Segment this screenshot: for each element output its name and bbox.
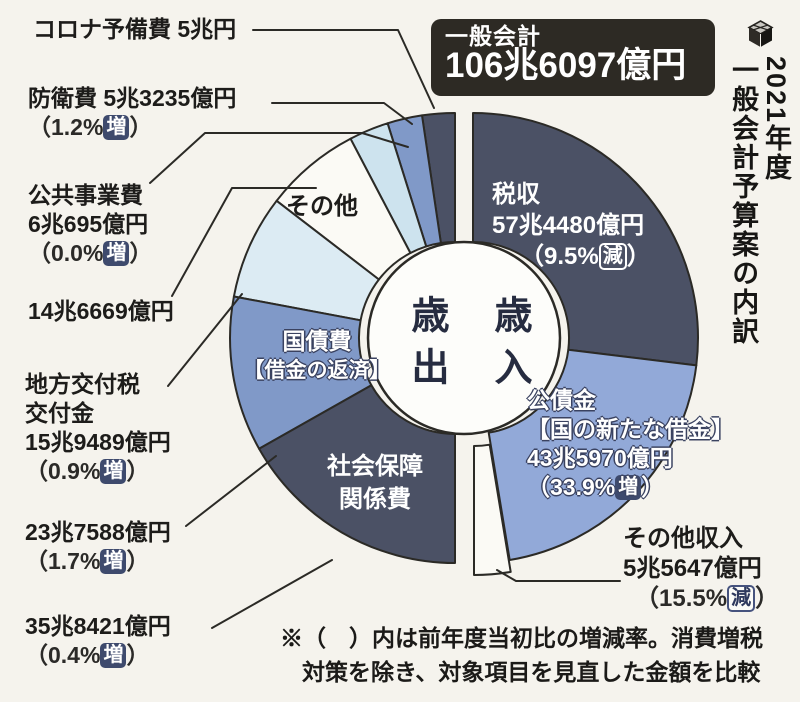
debt-service-change: （1.7% 増） [25, 548, 150, 574]
callout-local-tax: 地方交付税交付金 15兆9489億円 （0.9% 増） [25, 370, 171, 486]
callout-others-out-value: 14兆6669億円 [28, 298, 174, 324]
public-works-value: 6兆695億円 [28, 211, 149, 237]
donut-center-circle [366, 240, 562, 436]
corona-value: 5兆円 [177, 16, 237, 42]
total-budget-value: 106兆6097億円 [445, 46, 687, 86]
total-budget-label: 一般会計 [445, 23, 541, 49]
pie-sector-国債費 [229, 295, 373, 450]
leader-local-tax [167, 293, 243, 387]
tax-revenue-change: （9.5% 減） [520, 243, 651, 270]
center-label-revenue: 歳入 [488, 295, 530, 399]
increase-badge: 増 [103, 115, 130, 140]
callout-defense: 防衛費 5兆3235億円 （1.2% 増） [28, 84, 236, 142]
leader-lines [149, 29, 621, 629]
decrease-badge: 減 [598, 243, 627, 270]
leader-social-security [211, 559, 333, 629]
center-label-expenditure: 歳出 [405, 295, 447, 399]
pie-sectors [229, 111, 699, 576]
corona-label: コロナ予備費 [33, 16, 171, 42]
slice-label-social-security: 社会保障関係費 [327, 453, 423, 513]
increase-badge: 増 [100, 459, 127, 484]
callout-public-works: 公共事業費 6兆695億円 （0.0% 増） [28, 181, 152, 268]
defense-value: 5兆3235億円 [103, 85, 237, 111]
pie-sector-税収 [472, 112, 699, 367]
defense-label: 防衛費 [28, 85, 97, 111]
pie-sector-その他 [275, 137, 412, 281]
defense-change: （1.2% 増） [28, 114, 153, 140]
cube-icon [747, 20, 774, 53]
pie-sector-社会保障関係費 [258, 384, 456, 564]
increase-badge: 増 [103, 241, 130, 266]
leader-debt-service [185, 455, 277, 527]
leader-corona [252, 29, 435, 109]
slice-label-others-out: その他 [286, 193, 358, 220]
callout-corona: コロナ予備費 5兆円 [33, 15, 236, 44]
callout-social-security-value: 35兆8421億円 （0.4% 増） [25, 613, 171, 668]
leader-other-revenue [496, 569, 621, 582]
pie-sector-地方交付税交付金 [232, 199, 380, 322]
social-security-change: （0.4% 増） [25, 642, 150, 668]
footnote: ※（ ）内は前年度当初比の増減率。消費増税 対策を除き、対象項目を見直した金額を… [280, 626, 763, 685]
local-tax-value: 15兆9489億円 [25, 429, 171, 455]
increase-badge: 増 [615, 475, 642, 500]
other-revenue-change: （15.5% 減） [635, 585, 780, 612]
local-tax-change: （0.9% 増） [25, 458, 150, 484]
leader-public-works [149, 132, 409, 184]
page-title: 2021年度 一般会計予算案の内訳 [728, 56, 791, 346]
leader-defense [271, 102, 413, 125]
pie-sector-防衛費 [386, 114, 442, 248]
callout-other-revenue: その他収入 5兆5647億円 （15.5% 減） [623, 525, 780, 612]
slice-label-debt-service: 国債費 【借金の返済】 [243, 328, 391, 382]
pie-sector-その他収入 [473, 443, 512, 576]
slice-label-tax-revenue: 税収 57兆4480億円 （9.5% 減） [492, 181, 651, 270]
public-works-label: 公共事業費 [28, 182, 143, 208]
leader-others-out [171, 187, 317, 297]
local-tax-label: 地方交付税交付金 [25, 371, 140, 426]
increase-badge: 増 [100, 549, 127, 574]
slice-label-bonds: 公債金 【国の新たな借金】 43兆5970億円 （33.9% 増） [527, 387, 734, 500]
total-budget-box: 一般会計 106兆6097億円 [431, 19, 715, 96]
decrease-badge: 減 [727, 585, 756, 612]
bonds-change: （33.9% 増） [527, 474, 665, 500]
increase-badge: 増 [100, 643, 127, 668]
public-works-change: （0.0% 増） [28, 240, 153, 266]
callout-debt-service-value: 23兆7588億円 （1.7% 増） [25, 519, 171, 574]
pie-sector-公債金 [487, 348, 698, 561]
